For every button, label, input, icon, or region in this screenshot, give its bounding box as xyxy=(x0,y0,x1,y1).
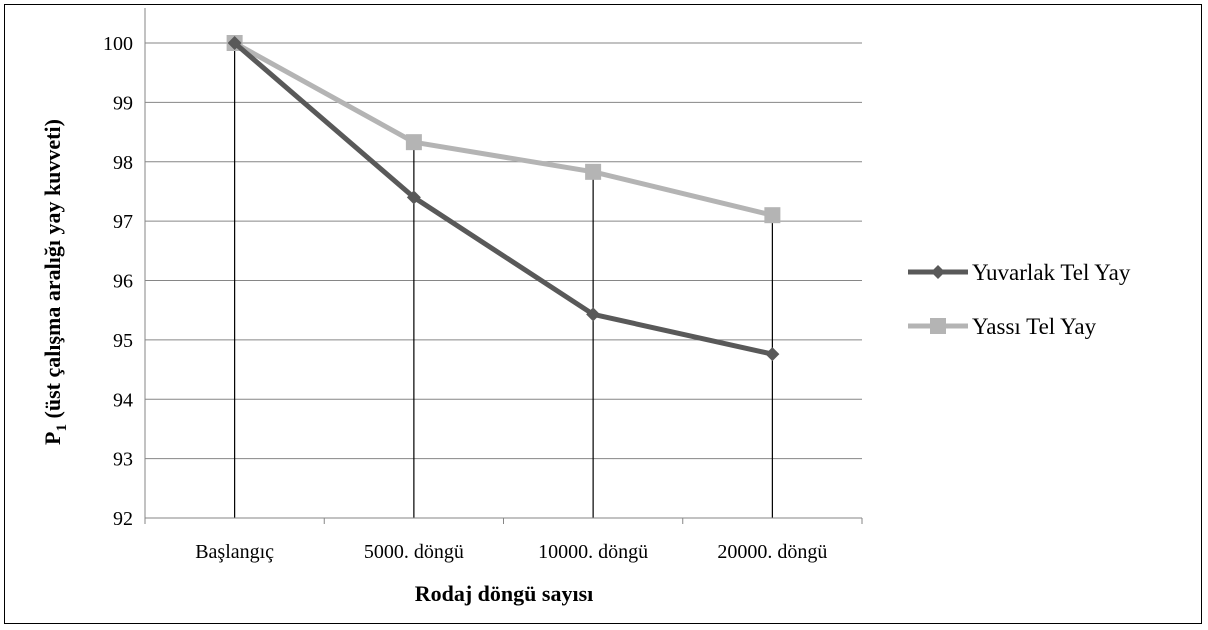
series-0-point-3 xyxy=(765,347,780,362)
x-tick-label-0: Başlangıç xyxy=(195,541,274,563)
y-tick-label-93: 93 xyxy=(113,449,133,471)
y-tick-label-100: 100 xyxy=(103,33,133,55)
x-tick-label-3: 20000. döngü xyxy=(717,541,827,563)
y-tick-label-99: 99 xyxy=(113,92,133,114)
legend-marker-1 xyxy=(930,318,946,334)
legend-label-1: Yassı Tel Yay xyxy=(972,314,1097,339)
series-group xyxy=(226,35,781,362)
series-0-point-0 xyxy=(227,36,242,50)
series-0 xyxy=(227,36,780,362)
y-tick-label-96: 96 xyxy=(113,271,133,293)
y-tick-label-94: 94 xyxy=(113,389,133,411)
y-tick-label-92: 92 xyxy=(113,508,133,530)
y-axis-title: P1 (üst çalışma aralığı yay kuvveti) xyxy=(40,119,70,445)
y-tick-label-97: 97 xyxy=(113,211,133,233)
y-axis-title-sub: 1 xyxy=(54,424,70,432)
series-0-point-1 xyxy=(406,190,421,205)
axes xyxy=(144,8,863,524)
y-tick-label-95: 95 xyxy=(113,330,133,352)
y-tick-label-98: 98 xyxy=(113,152,133,174)
y-axis-title-rest: (üst çalışma aralığı yay kuvveti) xyxy=(40,119,65,424)
y-tick-labels: 92 93 94 95 96 97 98 99 100 xyxy=(103,33,133,530)
series-1 xyxy=(226,35,781,224)
gridlines xyxy=(145,42,862,460)
series-0-point-2 xyxy=(586,307,601,322)
legend-label-0: Yuvarlak Tel Yay xyxy=(972,260,1131,285)
series-1-point-2 xyxy=(585,163,602,180)
drop-lines xyxy=(234,43,773,518)
x-tick-label-1: 5000. döngü xyxy=(364,541,464,563)
y-axis-title-main: P xyxy=(40,431,65,444)
legend-marker-0 xyxy=(931,265,945,279)
series-0-line xyxy=(232,41,773,357)
x-axis-title: Rodaj döngü sayısı xyxy=(415,581,594,606)
series-1-point-3 xyxy=(764,207,781,224)
x-tick-labels: Başlangıç 5000. döngü 10000. döngü 20000. d… xyxy=(195,541,827,563)
legend: Yuvarlak Tel Yay Yassı Tel Yay xyxy=(908,260,1131,339)
x-tick-label-2: 10000. döngü xyxy=(538,541,648,563)
series-1-point-1 xyxy=(405,134,422,151)
series-1-line xyxy=(233,40,773,218)
